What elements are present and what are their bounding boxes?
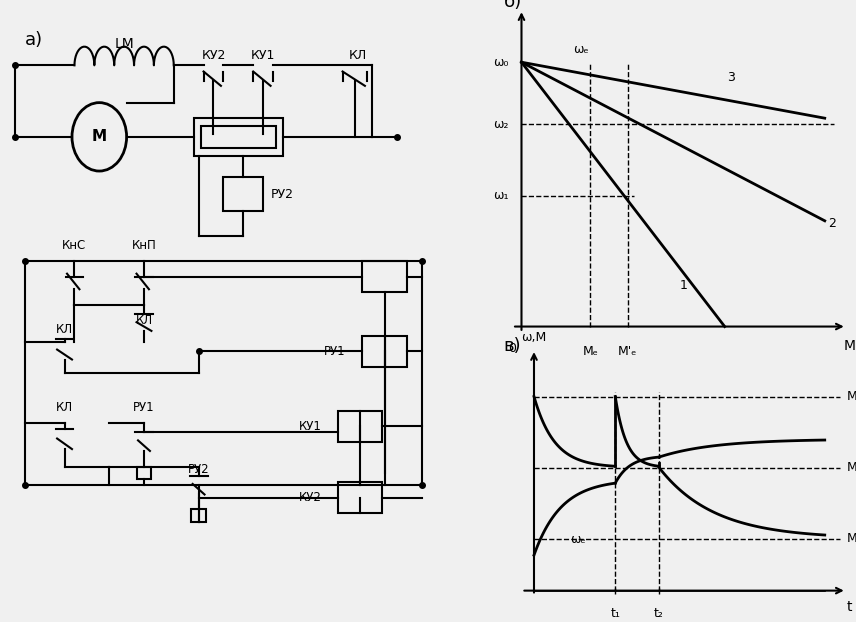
Text: КЛ: КЛ	[56, 323, 73, 336]
Text: а): а)	[25, 31, 43, 49]
Text: t₂: t₂	[654, 607, 664, 620]
Text: КнП: КнП	[132, 239, 157, 252]
Text: М: М	[92, 129, 107, 144]
Text: РУ1: РУ1	[134, 401, 155, 414]
Text: 2: 2	[828, 217, 835, 230]
Text: КнС: КнС	[62, 239, 86, 252]
Bar	[337, 482, 383, 513]
Text: КУ2: КУ2	[299, 491, 322, 504]
Text: ωₑ: ωₑ	[573, 43, 589, 56]
Text: в): в)	[503, 337, 521, 355]
Bar	[191, 509, 206, 522]
Bar	[362, 261, 407, 292]
Bar	[136, 466, 152, 479]
Text: КЛ: КЛ	[135, 314, 152, 327]
Text: M₁: M₁	[847, 390, 856, 403]
Text: 0: 0	[508, 342, 516, 355]
Text: t₁: t₁	[610, 607, 621, 620]
Text: LМ: LМ	[114, 37, 134, 50]
Bar	[193, 118, 283, 156]
Bar	[337, 411, 383, 442]
Bar	[201, 126, 276, 148]
Text: M: M	[844, 339, 856, 353]
Text: РУ2: РУ2	[187, 463, 210, 476]
Text: КУ1: КУ1	[299, 420, 322, 432]
Text: КЛ: КЛ	[56, 401, 73, 414]
Text: б): б)	[503, 0, 522, 11]
Bar	[362, 336, 407, 367]
Text: РУ2: РУ2	[270, 188, 294, 201]
Text: КУ1: КУ1	[251, 50, 276, 62]
Text: ω: ω	[515, 0, 527, 3]
Text: ω,M: ω,M	[521, 332, 547, 345]
Text: ωₑ: ωₑ	[570, 533, 586, 546]
Text: КУ2: КУ2	[201, 50, 226, 62]
Text: Мс: Мс	[847, 532, 856, 545]
Text: ω₀: ω₀	[494, 56, 509, 68]
Bar	[223, 177, 263, 211]
Text: ω₁: ω₁	[494, 190, 509, 202]
Text: t: t	[847, 600, 853, 614]
Text: РУ1: РУ1	[324, 345, 346, 358]
Text: ω₂: ω₂	[494, 118, 509, 131]
Text: 3: 3	[727, 71, 735, 84]
Text: 1: 1	[681, 279, 688, 292]
Text: Мₑ: Мₑ	[582, 345, 598, 358]
Text: М'ₑ: М'ₑ	[618, 345, 638, 358]
Text: КЛ: КЛ	[348, 50, 366, 62]
Text: M₂: M₂	[847, 461, 856, 474]
